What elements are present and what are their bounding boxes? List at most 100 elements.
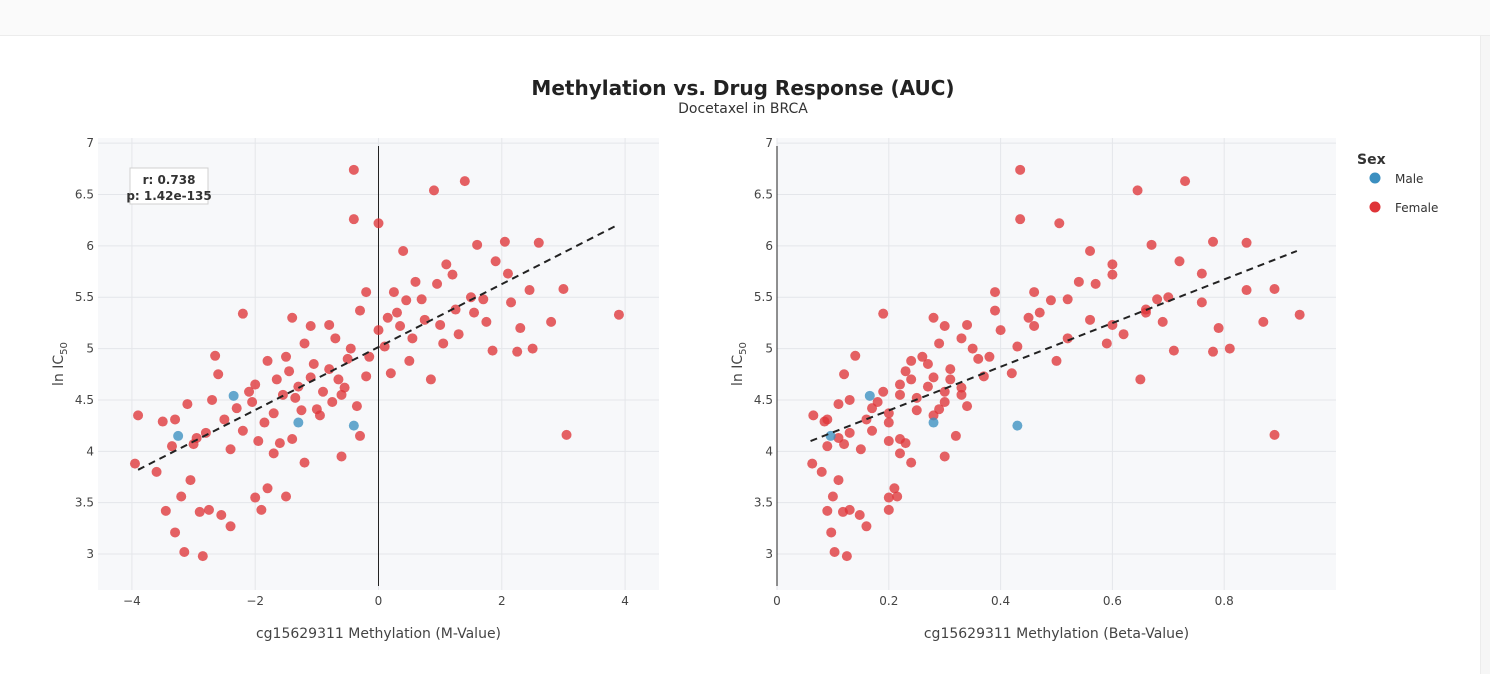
- data-point-female: [182, 399, 193, 410]
- x-tick-label: 0.8: [1215, 594, 1234, 608]
- data-point-female: [284, 366, 295, 377]
- data-point-female: [293, 381, 304, 392]
- data-point-female: [490, 256, 501, 267]
- data-point-female: [1196, 297, 1207, 308]
- data-point-female: [906, 374, 917, 385]
- data-point-female: [928, 410, 939, 421]
- scrollbar-track[interactable]: [1480, 36, 1490, 674]
- data-point-female: [231, 403, 242, 414]
- data-point-female: [478, 294, 489, 305]
- data-point-female: [990, 305, 1001, 316]
- data-point-female: [984, 351, 995, 362]
- y-tick-label: 5: [86, 342, 94, 356]
- data-point-female: [546, 316, 557, 327]
- y-tick-label: 5.5: [75, 290, 94, 304]
- data-point-female: [917, 351, 928, 362]
- data-point-female: [268, 408, 279, 419]
- data-point-female: [854, 510, 865, 521]
- y-tick-label: 6: [86, 239, 94, 253]
- data-point-female: [441, 259, 452, 270]
- data-point-female: [613, 309, 624, 320]
- data-point-female: [459, 176, 470, 187]
- data-point-female: [129, 458, 140, 469]
- data-point-female: [892, 491, 903, 502]
- data-point-female: [373, 325, 384, 336]
- data-point-female: [1135, 374, 1146, 385]
- x-tick-label: −2: [246, 594, 264, 608]
- stats-annotation: r: 0.738 p: 1.42e-135: [126, 167, 212, 205]
- data-point-female: [837, 506, 848, 517]
- data-point-female: [527, 343, 538, 354]
- y-tick-label: 3.5: [754, 496, 773, 510]
- data-point-female: [883, 417, 894, 428]
- data-point-female: [1294, 309, 1305, 320]
- data-point-female: [894, 448, 905, 459]
- data-point-female: [883, 436, 894, 447]
- data-point-female: [324, 319, 335, 330]
- data-point-female: [274, 438, 285, 449]
- data-point-female: [425, 374, 436, 385]
- data-point-female: [481, 316, 492, 327]
- data-point-female: [883, 408, 894, 419]
- legend-item-female[interactable]: Female: [1369, 201, 1439, 215]
- data-point-female: [934, 338, 945, 349]
- legend-item-male[interactable]: Male: [1369, 172, 1424, 186]
- data-point-female: [438, 338, 449, 349]
- data-point-female: [894, 379, 905, 390]
- data-point-female: [225, 521, 236, 532]
- chart-title: Methylation vs. Drug Response (AUC): [531, 76, 955, 100]
- data-point-female: [883, 492, 894, 503]
- x-tick-label: 2: [498, 594, 506, 608]
- data-point-female: [170, 414, 181, 425]
- data-point-female: [1196, 268, 1207, 279]
- data-point-female: [287, 433, 298, 444]
- data-point-female: [419, 314, 430, 325]
- data-point-female: [1045, 295, 1056, 306]
- y-axis-label-subscript: 50: [59, 342, 70, 355]
- data-point-female: [287, 312, 298, 323]
- data-point-female: [1224, 343, 1235, 354]
- data-point-female: [216, 510, 227, 521]
- legend-marker-male: [1369, 172, 1381, 184]
- data-point-female: [364, 351, 375, 362]
- data-point-female: [894, 433, 905, 444]
- data-point-female: [469, 307, 480, 318]
- data-point-female: [151, 466, 162, 477]
- y-tick-label: 6.5: [75, 188, 94, 202]
- data-point-female: [973, 353, 984, 364]
- x-tick-label: 0.2: [879, 594, 898, 608]
- data-point-female: [822, 505, 833, 516]
- data-point-female: [928, 312, 939, 323]
- data-point-female: [1258, 316, 1269, 327]
- data-point-female: [1152, 294, 1163, 305]
- data-point-female: [1062, 294, 1073, 305]
- data-point-female: [428, 185, 439, 196]
- x-tick-label: 0.6: [1103, 594, 1122, 608]
- y-tick-label: 6: [765, 239, 773, 253]
- stats-p: p: 1.42e-135: [126, 189, 211, 203]
- data-point-female: [432, 278, 443, 289]
- data-point-female: [967, 343, 978, 354]
- data-point-female: [807, 458, 818, 469]
- data-point-female: [472, 239, 483, 250]
- data-point-female: [956, 333, 967, 344]
- trend-line: [137, 223, 620, 471]
- data-point-female: [250, 379, 261, 390]
- data-point-female: [1269, 284, 1280, 295]
- data-point-female: [197, 551, 208, 562]
- legend-label-male: Male: [1395, 172, 1423, 186]
- stats-r: r: 0.738: [143, 173, 196, 187]
- data-point-female: [1107, 259, 1118, 270]
- legend-marker-female: [1369, 201, 1381, 213]
- data-point-female: [388, 287, 399, 298]
- data-point-female: [1051, 355, 1062, 366]
- data-point-female: [1090, 278, 1101, 289]
- data-point-female: [950, 430, 961, 441]
- data-point-female: [1073, 276, 1084, 287]
- data-point-female: [819, 416, 830, 427]
- data-point-female: [327, 397, 338, 408]
- data-point-female: [995, 325, 1006, 336]
- data-point-female: [487, 345, 498, 356]
- data-point-female: [281, 491, 292, 502]
- y-tick-label: 5: [765, 342, 773, 356]
